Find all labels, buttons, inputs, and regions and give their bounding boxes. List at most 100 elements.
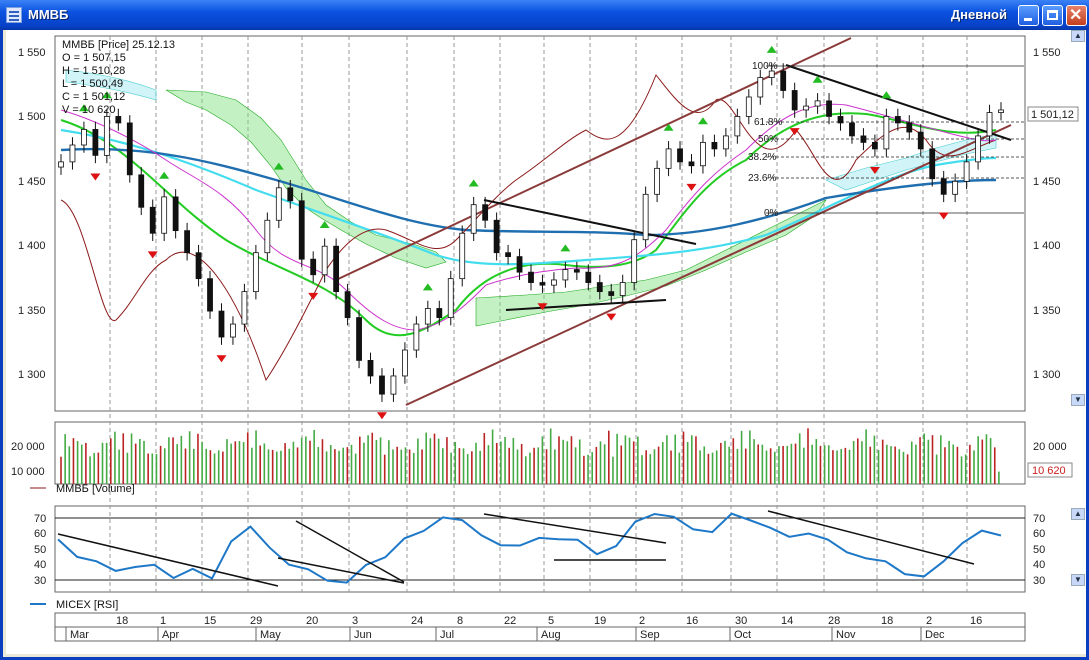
bull-signal-arrow: [468, 179, 479, 187]
day-label: 2: [639, 615, 645, 627]
day-label: 15: [204, 615, 216, 627]
price-candles: [58, 63, 1004, 402]
candle-body: [551, 279, 557, 286]
arrow-up-icon: ▲: [1074, 509, 1082, 518]
bear-signal-arrow: [308, 292, 319, 300]
tenkan-line: [60, 103, 997, 331]
bull-signal-arrow: [697, 117, 708, 125]
window-title: ММВБ: [28, 7, 69, 22]
rsi-line: [57, 512, 1002, 584]
candle-body: [103, 116, 110, 156]
candle-body: [138, 174, 145, 208]
close-icon: ✕: [1069, 7, 1083, 24]
candle-body: [218, 310, 225, 338]
fib-label-618: 61.8%: [754, 117, 782, 128]
day-label: 29: [250, 615, 262, 627]
day-label: 2: [926, 615, 932, 627]
month-label: Oct: [734, 629, 751, 641]
candle-body: [631, 239, 638, 283]
candle-body: [688, 161, 695, 167]
candle-body: [585, 271, 592, 283]
close-button[interactable]: ✕: [1066, 5, 1087, 26]
rsi-tick: 40: [34, 559, 46, 571]
candle-body: [562, 269, 569, 281]
candle-body: [356, 317, 362, 361]
candle-body: [757, 77, 764, 98]
maximize-icon: [1047, 10, 1058, 20]
candle-body: [264, 219, 271, 254]
candle-body: [207, 278, 213, 312]
candle-body: [917, 131, 924, 150]
candle-body: [367, 359, 374, 377]
fib-label-236: 23.6%: [748, 173, 776, 184]
rsi-panel[interactable]: [54, 505, 1026, 593]
period-label: Дневной: [950, 7, 1007, 22]
price-scroll-down-button[interactable]: ▼: [1071, 394, 1085, 406]
price-scroll-up-button[interactable]: ▲: [1071, 30, 1085, 42]
candle-body: [849, 122, 855, 137]
last-volume-label: 10 620: [1032, 465, 1066, 477]
candle-body: [883, 116, 890, 150]
rsi-tick: 30: [1033, 575, 1045, 587]
minimize-button[interactable]: [1018, 5, 1039, 26]
candle-body: [940, 178, 947, 195]
arrow-down-icon: ▼: [1074, 575, 1082, 584]
candle-body: [310, 258, 317, 276]
volume-panel[interactable]: [54, 421, 1026, 485]
candle-body: [814, 100, 821, 107]
title-bar[interactable]: ММВБ Дневной ✕: [0, 0, 1089, 30]
candle-body: [780, 70, 787, 91]
ichimoku-cloud-bear: [65, 69, 157, 101]
last-price-label: 1 501,12: [1031, 109, 1074, 121]
candle-body: [722, 135, 729, 150]
bear-signal-arrow: [938, 212, 949, 220]
month-label: Jul: [440, 629, 454, 641]
rsi-tick: 60: [34, 528, 46, 540]
bull-signal-arrow: [422, 283, 433, 291]
day-label: 16: [970, 615, 982, 627]
candle-body: [493, 219, 500, 254]
candle-body: [482, 204, 489, 221]
candle-body: [894, 116, 901, 124]
candle-body: [230, 323, 236, 338]
info-open: O = 1 507,15: [62, 52, 126, 64]
day-label: 19: [594, 615, 606, 627]
candle-body: [745, 96, 752, 117]
candle-body: [986, 112, 993, 137]
rsi-tick: 70: [1033, 513, 1045, 525]
ma-medium-line: [60, 128, 997, 266]
day-labels: 18 1 15 29 20 3 24 8 22 5 19 2 16 30 14 …: [116, 615, 982, 627]
rsi-scroll-down-button[interactable]: ▼: [1071, 574, 1085, 586]
price-tick: 1 350: [1033, 305, 1061, 317]
candle-body: [287, 187, 294, 202]
maximize-button[interactable]: [1042, 5, 1063, 26]
day-label: 28: [828, 615, 840, 627]
month-label: Sep: [640, 629, 660, 641]
chart-svg[interactable]: 1 550 1 500 1 450 1 400 1 350 1 300 1 55…: [6, 30, 1086, 654]
candle-body: [344, 291, 351, 318]
candle-body: [975, 135, 981, 163]
volume-axis: 20 000 10 000 20 000: [11, 441, 1067, 478]
fib-label-50: 50%: [758, 134, 778, 145]
candle-body: [321, 245, 328, 276]
bull-signal-arrow: [766, 45, 777, 53]
rsi-scroll-up-button[interactable]: ▲: [1071, 508, 1085, 520]
rsi-trendlines: [57, 510, 975, 587]
chart-window-icon[interactable]: [6, 7, 22, 23]
rsi-tick: 50: [34, 544, 46, 556]
last-volume-box: [1027, 462, 1073, 478]
bull-signal-arrow: [812, 75, 823, 83]
bull-signal-arrow: [881, 91, 892, 99]
candle-body: [654, 167, 660, 195]
price-panel[interactable]: [54, 35, 1026, 412]
candle-body: [390, 375, 397, 395]
candle-body: [998, 109, 1004, 113]
candle-body: [333, 245, 340, 293]
vertical-gridlines: [109, 36, 968, 592]
candle-body: [596, 282, 603, 293]
day-label: 30: [735, 615, 747, 627]
info-volume: V = 10 620: [62, 104, 116, 116]
info-low: L = 1 500,49: [62, 78, 123, 90]
candle-body: [516, 256, 523, 273]
fib-label-100: 100%: [752, 61, 778, 72]
